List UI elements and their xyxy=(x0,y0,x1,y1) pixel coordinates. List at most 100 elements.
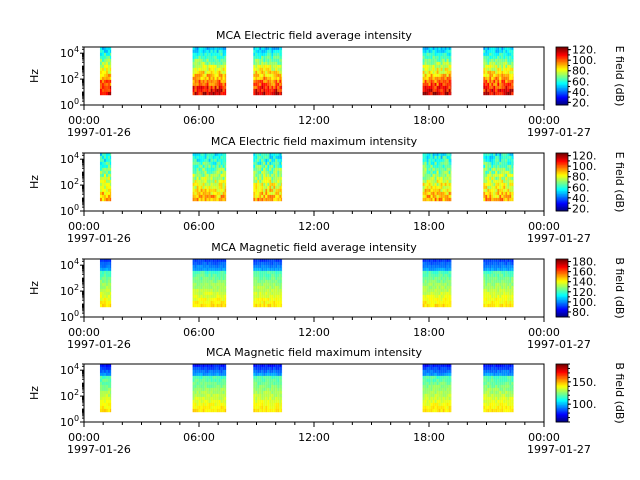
spectrogram-cell xyxy=(202,399,205,404)
spectrogram-cell xyxy=(493,55,496,60)
spectrogram-cell xyxy=(101,85,104,90)
colorbar-cell xyxy=(556,89,568,91)
spectrogram-cell xyxy=(204,294,207,299)
spectrogram-cell xyxy=(216,372,219,377)
spectrogram-cell xyxy=(269,387,272,392)
spectrogram-cell xyxy=(202,288,205,293)
spectrogram-cell xyxy=(255,79,258,84)
spectrogram-cell xyxy=(263,402,266,407)
spectrogram-cell xyxy=(434,173,437,178)
colorbar-tick-label: 120. xyxy=(572,150,597,163)
spectrogram-cell xyxy=(279,49,282,54)
spectrogram-cell xyxy=(257,155,260,160)
spectrogram-cell xyxy=(214,288,217,293)
spectrogram-cell xyxy=(202,267,205,272)
spectrogram-cell xyxy=(511,85,514,90)
spectrogram-cell xyxy=(273,67,276,72)
spectrogram-cell xyxy=(501,393,504,398)
spectrogram-cell xyxy=(440,366,443,371)
spectrogram-cell xyxy=(99,188,102,193)
spectrogram-cell xyxy=(109,369,112,374)
spectrogram-cell xyxy=(107,294,110,299)
spectrogram-cell xyxy=(422,197,425,202)
spectrogram-cell xyxy=(511,261,514,266)
spectrogram-cell xyxy=(487,191,490,196)
spectrogram-cell xyxy=(432,405,435,410)
spectrogram-cell xyxy=(428,390,431,395)
spectrogram-cell xyxy=(103,258,106,263)
spectrogram-cell xyxy=(281,378,283,383)
spectrogram-cell xyxy=(511,170,514,175)
spectrogram-cell xyxy=(267,288,270,293)
spectrogram-cell xyxy=(281,279,283,284)
spectrogram-cell xyxy=(99,79,102,84)
spectrogram-cell xyxy=(422,375,425,380)
spectrogram-cell xyxy=(485,372,488,377)
spectrogram-cell xyxy=(277,282,280,287)
spectrogram-cell xyxy=(220,61,223,66)
spectrogram-cell xyxy=(206,55,209,60)
spectrogram-cell xyxy=(194,294,197,299)
spectrogram-cell xyxy=(265,58,268,63)
spectrogram-cell xyxy=(267,161,270,166)
spectrogram-cell xyxy=(263,158,266,163)
spectrogram-cell xyxy=(200,279,203,284)
spectrogram-cell xyxy=(192,282,195,287)
spectrogram-cell xyxy=(265,408,268,413)
spectrogram-cell xyxy=(214,79,217,84)
spectrogram-cell xyxy=(204,70,207,75)
spectrogram-cell xyxy=(206,363,209,368)
spectrogram-cell xyxy=(426,279,429,284)
spectrogram-cell xyxy=(487,408,490,413)
spectrogram-cell xyxy=(210,282,213,287)
spectrogram-cell xyxy=(485,55,488,60)
spectrogram-cell xyxy=(109,387,112,392)
spectrogram-cell xyxy=(208,270,211,275)
spectrogram-cell xyxy=(192,387,195,392)
spectrogram-cell xyxy=(487,158,490,163)
spectrogram-cell xyxy=(487,384,490,389)
spectrogram-cell xyxy=(440,55,443,60)
spectrogram-cell xyxy=(281,303,283,308)
spectrogram-cell xyxy=(257,88,260,93)
spectrogram-cell xyxy=(444,303,447,308)
spectrogram-cell xyxy=(511,164,514,169)
spectrogram-cell xyxy=(210,285,213,290)
spectrogram-cell xyxy=(261,279,264,284)
spectrogram-cell xyxy=(265,285,268,290)
spectrogram-cell xyxy=(501,282,504,287)
spectrogram-cell xyxy=(279,372,282,377)
spectrogram-cell xyxy=(222,152,225,157)
spectrogram-cell xyxy=(279,279,282,284)
spectrogram-cell xyxy=(424,91,427,96)
spectrogram-cell xyxy=(216,70,219,75)
spectrogram-cell xyxy=(430,276,433,281)
spectrogram-cell xyxy=(261,372,264,377)
spectrogram-cell xyxy=(436,70,439,75)
spectrogram-cell xyxy=(277,369,280,374)
spectrogram-cell xyxy=(222,297,225,302)
spectrogram-cell xyxy=(200,55,203,60)
spectrogram-cell xyxy=(426,52,429,57)
spectrogram-cell xyxy=(216,158,219,163)
spectrogram-cell xyxy=(444,375,447,380)
spectrogram-cell xyxy=(259,279,262,284)
spectrogram-cell xyxy=(499,52,502,57)
spectrogram-cell xyxy=(483,378,486,383)
spectrogram-cell xyxy=(271,49,274,54)
spectrogram-cell xyxy=(440,282,443,287)
colorbar-cell xyxy=(556,411,568,414)
spectrogram-cell xyxy=(202,303,205,308)
spectrogram-cell xyxy=(438,297,441,302)
spectrogram-cell xyxy=(507,155,510,160)
spectrogram-cell xyxy=(503,390,506,395)
spectrogram-cell xyxy=(485,378,488,383)
spectrogram-cell xyxy=(503,300,506,305)
spectrogram-cell xyxy=(448,152,451,157)
spectrogram-cell xyxy=(493,161,496,166)
spectrogram-cell xyxy=(489,85,492,90)
spectrogram-cell xyxy=(499,152,502,157)
spectrogram-cell xyxy=(99,264,102,269)
spectrogram-cell xyxy=(255,375,258,380)
spectrogram-cell xyxy=(263,170,266,175)
